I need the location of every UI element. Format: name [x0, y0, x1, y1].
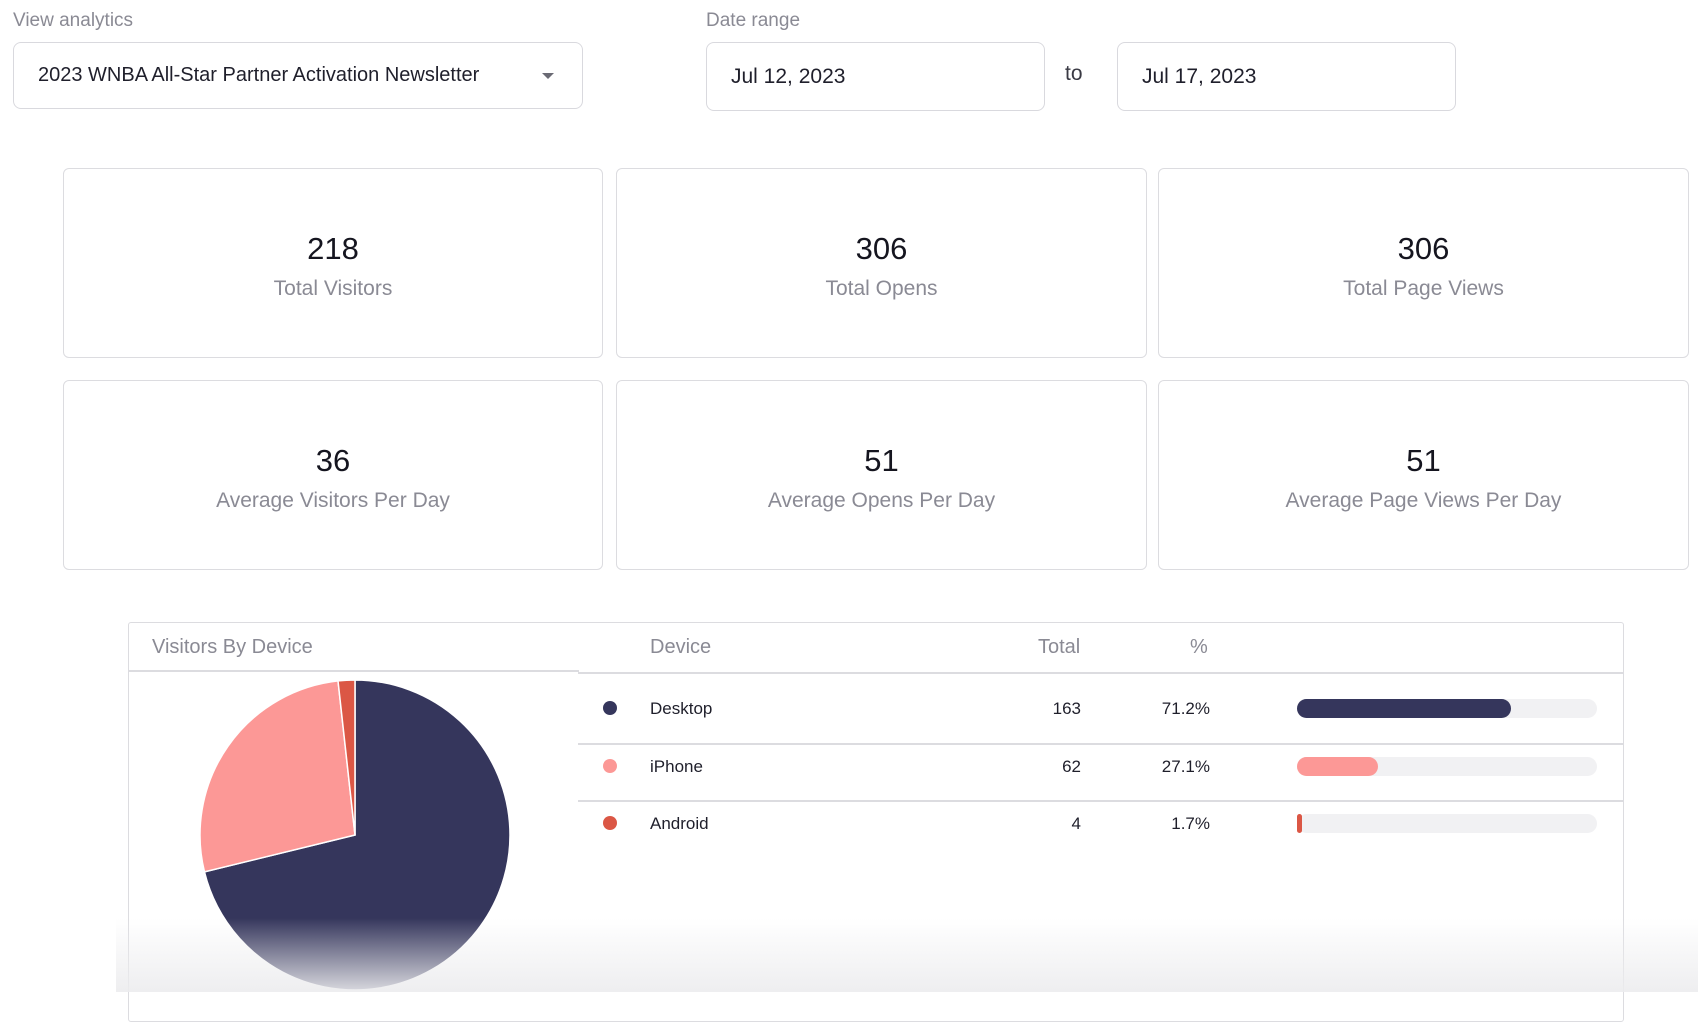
- stat-label: Total Visitors: [273, 277, 393, 300]
- divider: [578, 672, 1624, 674]
- stat-card-total-page-views: 306 Total Page Views: [1158, 168, 1689, 358]
- device-name: iPhone: [650, 757, 703, 776]
- legend-dot: [603, 816, 617, 830]
- pie-slice-iphone: [199, 680, 356, 873]
- panel-title: Visitors By Device: [152, 636, 313, 658]
- device-pie-chart: [199, 679, 511, 991]
- divider: [129, 670, 579, 672]
- device-column-header: Device: [650, 636, 712, 658]
- device-share-bar-fill: [1297, 699, 1511, 718]
- legend-dot: [603, 759, 617, 773]
- stat-value: 51: [1406, 443, 1441, 478]
- stat-card-avg-opens: 51 Average Opens Per Day: [616, 380, 1147, 570]
- device-share-bar-fill: [1297, 814, 1303, 833]
- device-percent: 71.2%: [1161, 699, 1210, 718]
- start-date-value: Jul 12, 2023: [731, 64, 846, 88]
- stat-value: 36: [315, 443, 351, 478]
- stat-card-total-visitors: 218 Total Visitors: [63, 168, 603, 358]
- percent-column-header: %: [1190, 636, 1208, 658]
- stat-card-avg-visitors: 36 Average Visitors Per Day: [63, 380, 603, 570]
- device-percent: 27.1%: [1161, 757, 1210, 776]
- view-analytics-label: View analytics: [13, 10, 134, 31]
- stat-value: 306: [855, 231, 908, 266]
- chevron-down-icon[interactable]: [542, 72, 554, 79]
- date-range-to: to: [1065, 62, 1083, 85]
- row-divider: [578, 743, 1624, 745]
- device-share-bar: [1297, 814, 1597, 833]
- row-divider: [578, 800, 1624, 802]
- stat-label: Average Visitors Per Day: [216, 489, 450, 512]
- stat-label: Total Page Views: [1343, 277, 1504, 300]
- end-date-value: Jul 17, 2023: [1142, 64, 1257, 88]
- device-name: Android: [650, 814, 709, 833]
- start-date-input[interactable]: Jul 12, 2023: [706, 42, 1045, 111]
- stat-label: Average Opens Per Day: [767, 489, 996, 512]
- date-range-label: Date range: [706, 10, 801, 31]
- legend-dot: [603, 701, 617, 715]
- pie-slice-android: [337, 679, 356, 836]
- stat-value: 218: [307, 231, 359, 266]
- device-total: 62: [1062, 757, 1081, 776]
- stat-label: Average Page Views Per Day: [1285, 489, 1562, 512]
- device-total: 4: [1071, 814, 1081, 833]
- end-date-input[interactable]: Jul 17, 2023: [1117, 42, 1456, 111]
- stat-value: 51: [864, 443, 899, 478]
- device-share-bar: [1297, 699, 1597, 718]
- stat-label: Total Opens: [825, 277, 938, 300]
- newsletter-select[interactable]: 2023 WNBA All-Star Partner Activation Ne…: [13, 42, 583, 109]
- newsletter-select-value: 2023 WNBA All-Star Partner Activation Ne…: [38, 64, 480, 86]
- stat-card-avg-page-views: 51 Average Page Views Per Day: [1158, 380, 1689, 570]
- total-column-header: Total: [1038, 636, 1081, 658]
- device-share-bar-fill: [1297, 757, 1379, 776]
- device-percent: 1.7%: [1171, 814, 1210, 833]
- stat-card-total-opens: 306 Total Opens: [616, 168, 1147, 358]
- stat-value: 306: [1397, 231, 1450, 266]
- device-share-bar: [1297, 757, 1597, 776]
- device-name: Desktop: [650, 699, 713, 718]
- device-total: 163: [1052, 699, 1081, 718]
